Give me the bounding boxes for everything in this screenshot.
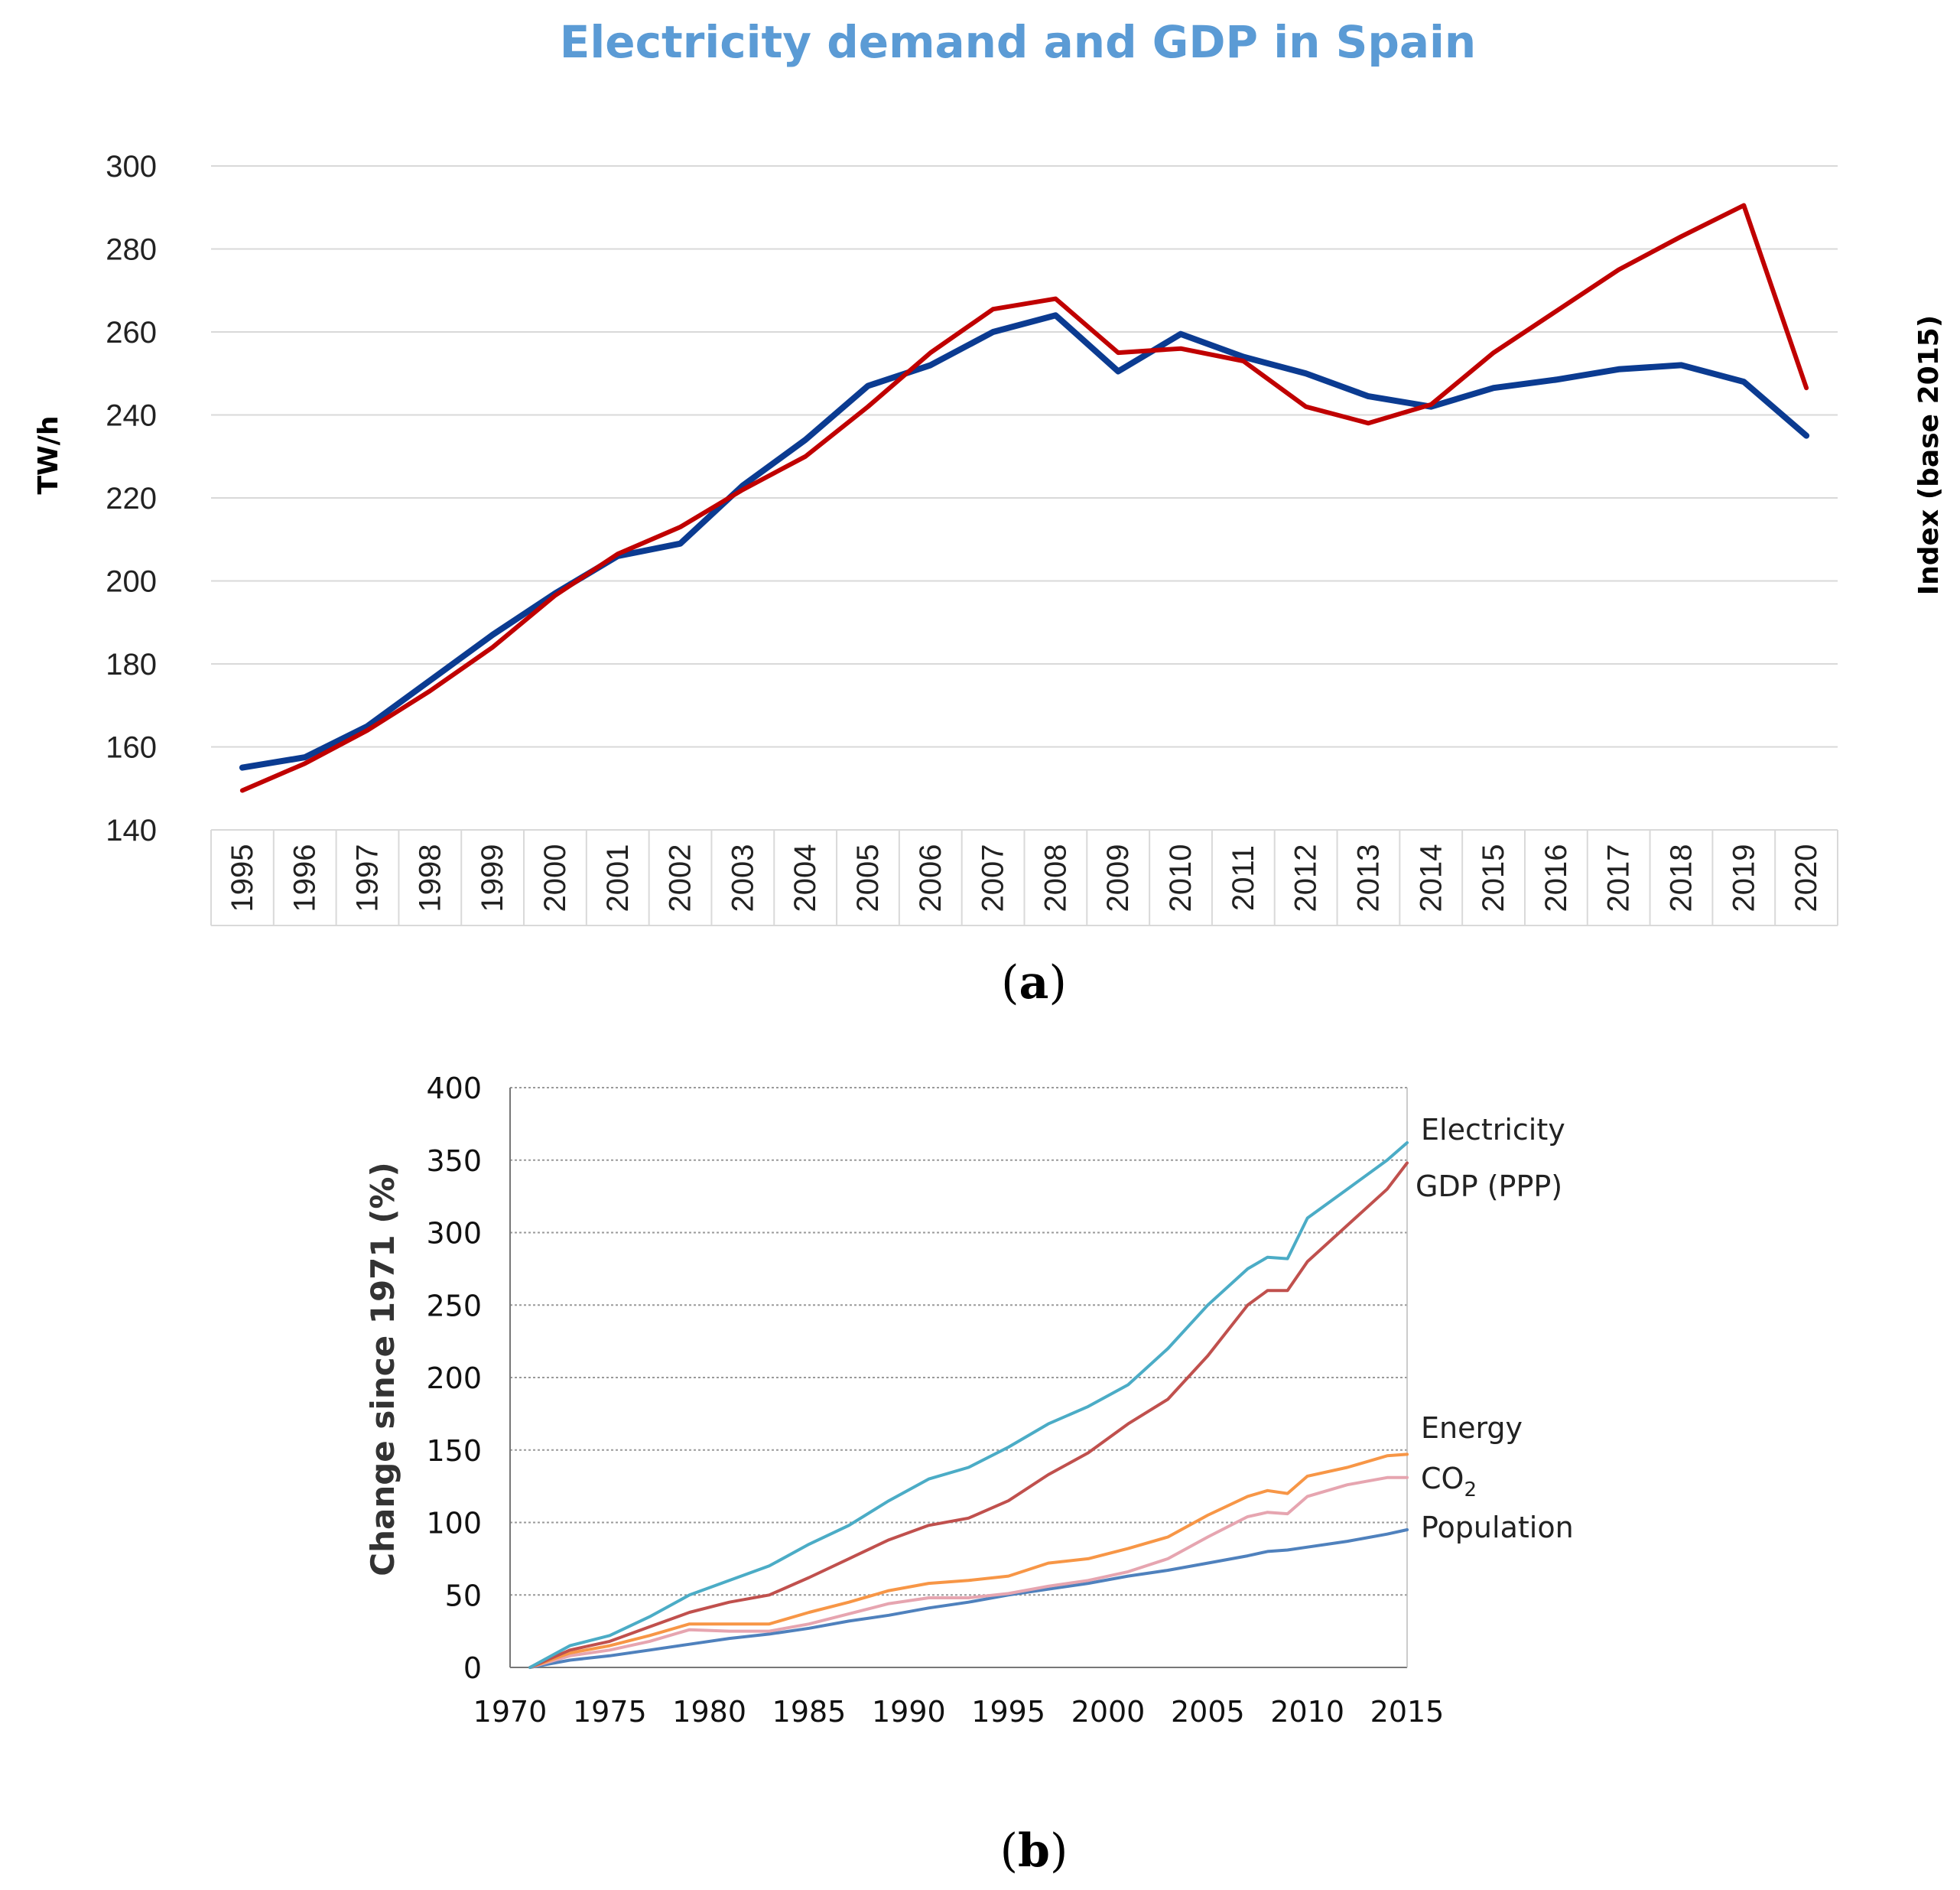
chart-a-x-axis-table: 1995 1996 1997 1998 1999 2000 2001 2002 2003 2004…: [210, 829, 1838, 926]
chart-a-y-tick-label: 260: [106, 316, 157, 350]
chart-a-x-tick-label: 2010: [1164, 844, 1198, 912]
chart-a-series-gdp: [239, 203, 1809, 793]
chart-b-series-electricity: [528, 1141, 1409, 1669]
chart-a-gridlines: [211, 165, 1838, 748]
chart-a-y-tick-label: 280: [106, 233, 157, 267]
chart-a-series-electricity-demand: [239, 312, 1810, 771]
chart-b-y-ticks: 0 50 100 150 200 250 300 350 400: [426, 1072, 482, 1685]
chart-a-y-tick-label: 140: [106, 814, 157, 847]
legend-co2-main: CO: [1421, 1462, 1464, 1495]
chart-a-x-tick-label: 2018: [1664, 844, 1698, 912]
chart-a-x-tick-label: 1997: [351, 844, 385, 912]
caption-a: (a): [1001, 956, 1067, 1010]
chart-b-series: [528, 1141, 1409, 1669]
chart-a-y-tick-label: 160: [106, 731, 157, 765]
chart-b-y-tick-label: 400: [426, 1072, 482, 1105]
chart-a-x-tick-label: 1996: [288, 844, 322, 912]
chart-b-axes: [509, 1088, 1408, 1668]
chart-a-x-tick-label: 2006: [914, 844, 947, 912]
chart-a-secondary-y-axis-title: Index (base 2015): [1913, 315, 1945, 596]
chart-b-series-co2: [528, 1475, 1409, 1669]
chart-b: 0 50 100 150 200 250 300 350 400 1970 1975 1980 198…: [364, 1072, 1574, 1729]
chart-a-x-tick-label: 2007: [977, 844, 1010, 912]
caption-b-letter: b: [1018, 1824, 1050, 1878]
chart-b-x-tick-label: 1970: [473, 1695, 548, 1729]
chart-a-x-tick-label: 2014: [1414, 844, 1448, 912]
chart-a-x-tick-label: 2017: [1602, 844, 1636, 912]
legend-population: Population: [1421, 1511, 1574, 1544]
chart-a-x-tick-label: 1995: [226, 844, 259, 912]
chart-b-y-tick-label: 50: [445, 1579, 482, 1612]
chart-a-x-tick-label: 2000: [538, 844, 572, 912]
legend-co2-subscript: 2: [1464, 1478, 1477, 1501]
chart-a-x-tick-label: 2009: [1101, 844, 1135, 912]
chart-b-series-gdp-ppp: [528, 1161, 1409, 1669]
chart-b-y-tick-label: 250: [426, 1289, 482, 1322]
chart-a-x-tick-label: 1999: [476, 844, 509, 912]
chart-a-x-tick-label: 2003: [726, 844, 759, 912]
chart-a: Electricity demand and GDP in Spain 1401…: [33, 16, 1945, 926]
caption-a-letter: a: [1019, 956, 1049, 1010]
chart-a-y-axis-title: TW/h: [33, 415, 64, 494]
chart-a-x-tick-label: 2011: [1227, 845, 1260, 911]
chart-b-x-tick-label: 1975: [573, 1695, 647, 1729]
chart-b-x-tick-label: 2015: [1370, 1695, 1445, 1729]
chart-b-x-tick-label: 1995: [971, 1695, 1045, 1729]
chart-a-x-tick-label: 2019: [1727, 844, 1760, 912]
chart-b-y-axis-title: Change since 1971 (%): [364, 1162, 401, 1576]
chart-a-y-tick-label: 240: [106, 399, 157, 433]
chart-a-y-ticks: 140 160 180 200 220 240 260 280 300: [106, 150, 157, 847]
chart-b-x-tick-label: 2010: [1270, 1695, 1344, 1729]
chart-a-x-tick-label: 2016: [1539, 844, 1573, 912]
chart-a-x-tick-label: 2013: [1351, 844, 1385, 912]
legend-energy: Energy: [1421, 1411, 1523, 1445]
chart-b-y-tick-label: 150: [426, 1434, 482, 1468]
chart-a-title: Electricity demand and GDP in Spain: [560, 16, 1476, 68]
legend-electricity: Electricity: [1421, 1113, 1565, 1147]
chart-b-x-ticks: 1970 1975 1980 1985 1990 1995 2000 2005 2010 2015: [473, 1695, 1445, 1729]
chart-b-y-tick-label: 100: [426, 1507, 482, 1540]
legend-co2: CO2: [1421, 1462, 1477, 1501]
chart-b-y-tick-label: 300: [426, 1217, 482, 1251]
chart-a-x-tick-label: 2004: [788, 844, 822, 912]
chart-a-x-tick-label: 2020: [1789, 844, 1823, 912]
chart-b-series-energy: [528, 1452, 1409, 1669]
chart-b-legend: Electricity GDP (PPP) Energy CO2 Populat…: [1416, 1113, 1574, 1544]
chart-a-x-tick-label: 2002: [664, 844, 697, 912]
chart-a-x-tick-label: 2012: [1289, 844, 1323, 912]
legend-gdp-ppp: GDP (PPP): [1416, 1169, 1562, 1203]
chart-a-y-tick-label: 200: [106, 565, 157, 599]
chart-b-x-tick-label: 2005: [1171, 1695, 1245, 1729]
chart-a-y-tick-label: 220: [106, 482, 157, 516]
chart-a-y-tick-label: 180: [106, 648, 157, 682]
chart-b-x-tick-label: 2000: [1071, 1695, 1146, 1729]
chart-b-x-tick-label: 1985: [772, 1695, 847, 1729]
chart-a-x-tick-label: 2005: [851, 844, 885, 912]
chart-a-x-tick-label: 2015: [1477, 844, 1510, 912]
chart-a-y-tick-label: 300: [106, 150, 157, 184]
chart-a-x-tick-label: 2001: [601, 844, 635, 912]
caption-b: (b): [1000, 1824, 1068, 1878]
chart-b-y-tick-label: 350: [426, 1144, 482, 1178]
chart-a-series: [239, 203, 1810, 793]
chart-b-x-tick-label: 1990: [872, 1695, 946, 1729]
chart-b-x-tick-label: 1980: [672, 1695, 746, 1729]
chart-a-x-tick-label: 2008: [1039, 844, 1072, 912]
chart-b-y-tick-label: 200: [426, 1361, 482, 1395]
chart-b-y-tick-label: 0: [463, 1651, 482, 1685]
chart-a-x-tick-label: 1998: [413, 844, 447, 912]
